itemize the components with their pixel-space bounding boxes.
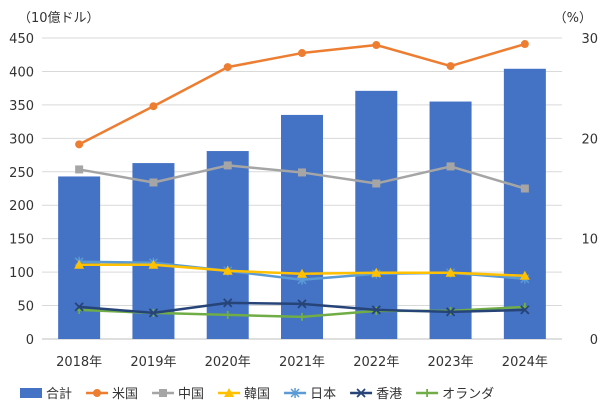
data-point [298, 49, 306, 58]
data-point [75, 165, 84, 174]
data-point [223, 298, 233, 308]
legend-item: 韓国 [218, 387, 270, 402]
right-axis-ticks: 0 10 20 30 [581, 32, 598, 348]
data-point [298, 168, 306, 177]
left-tick-label: 0 [26, 333, 34, 348]
data-point [520, 305, 530, 315]
legend-marker [159, 389, 168, 397]
legend-item: 香港 [350, 387, 402, 402]
data-point [446, 62, 455, 71]
data-point [297, 299, 307, 309]
x-tick-label: 2024年 [502, 355, 548, 370]
legend-swatch [20, 388, 42, 398]
legend-marker [290, 388, 300, 398]
left-tick-label: 450 [9, 32, 34, 47]
right-tick-label: 10 [581, 233, 598, 248]
data-point [519, 270, 530, 280]
line-series-中国 [75, 161, 529, 193]
legend-item: オランダ [416, 387, 494, 402]
data-point [520, 40, 529, 49]
data-point [74, 302, 84, 312]
right-tick-label: 30 [581, 32, 598, 47]
left-tick-label: 300 [9, 132, 34, 147]
left-tick-label: 150 [9, 233, 34, 248]
x-tick-label: 2023年 [428, 355, 474, 370]
right-tick-label: 0 [590, 333, 598, 348]
left-tick-label: 250 [9, 166, 34, 181]
bar-series-total [58, 68, 546, 340]
line-series-group [74, 40, 530, 321]
x-tick-label: 2021年 [279, 355, 325, 370]
data-point [297, 268, 307, 278]
bar-total [429, 101, 472, 340]
data-point [520, 184, 529, 193]
left-tick-label: 350 [9, 99, 34, 114]
legend-marker [423, 389, 432, 397]
x-tick-label: 2022年 [353, 355, 399, 370]
data-point [445, 307, 456, 317]
legend-marker [356, 388, 366, 398]
data-point [223, 310, 232, 319]
left-tick-label: 50 [17, 300, 34, 315]
data-point [149, 178, 158, 187]
x-tick-label: 2019年 [130, 355, 176, 370]
legend-marker [93, 389, 102, 397]
left-tick-label: 400 [9, 65, 34, 80]
right-tick-label: 20 [581, 132, 598, 147]
data-point [74, 259, 85, 269]
data-point [148, 259, 159, 269]
data-point [222, 265, 233, 275]
data-point [445, 267, 456, 277]
line-series-香港 [74, 298, 530, 318]
data-point [75, 140, 84, 149]
legend-item: 中国 [152, 387, 204, 402]
left-tick-label: 200 [9, 199, 34, 214]
data-point [148, 308, 159, 318]
bar-total [281, 114, 323, 339]
line-series-米国 [75, 40, 529, 149]
x-tick-label: 2020年 [205, 355, 251, 370]
legend-label: 日本 [310, 387, 336, 402]
legend-label: オランダ [442, 387, 494, 402]
data-point [372, 41, 381, 50]
legend-label: 中国 [178, 387, 204, 402]
left-axis-unit-label: （10億ドル） [18, 10, 100, 26]
legend-item: 米国 [86, 387, 138, 402]
x-tick-label: 2018年 [56, 355, 102, 370]
right-axis-unit-label: （%） [554, 11, 592, 26]
legend-label: 香港 [376, 387, 402, 402]
left-axis-ticks: 0 50 100 150 200 250 300 350 400 450 [9, 32, 34, 348]
data-point [371, 267, 382, 277]
bar-total [355, 90, 398, 339]
legend-label: 合計 [46, 386, 72, 402]
legend-label: 米国 [112, 387, 138, 402]
line-series-韓国 [74, 259, 530, 280]
legend-marker [224, 388, 235, 397]
legend-item: 合計 [20, 386, 72, 402]
data-point [223, 161, 232, 170]
data-point [149, 102, 158, 111]
data-point [223, 63, 232, 72]
data-point [372, 179, 381, 188]
legend: 合計 米国 中国 韓国 日本 香港 オランダ [20, 386, 494, 402]
x-axis-labels: 2018年 2019年 2020年 2021年 2022年 2023年 2024年 [56, 355, 548, 370]
left-tick-label: 100 [9, 266, 34, 281]
legend-item: 日本 [284, 387, 336, 402]
bar-total [503, 68, 546, 339]
bar-total [206, 151, 249, 339]
legend-label: 韓国 [244, 387, 270, 402]
data-point [446, 162, 455, 171]
data-point [371, 305, 381, 315]
data-point [298, 312, 306, 321]
